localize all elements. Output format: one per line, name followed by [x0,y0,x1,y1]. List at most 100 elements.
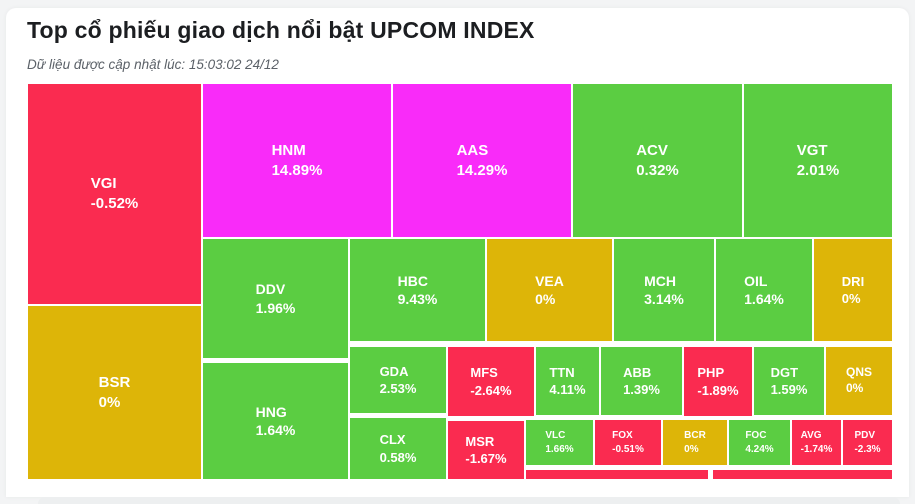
cell-label: VGT 2.01% [797,141,840,181]
cell-change-percent: 4.24% [745,443,774,455]
cell-label: AAS 14.29% [457,141,508,181]
treemap-cell-minor[interactable] [525,469,709,480]
cell-change-percent: 0% [535,291,556,307]
cell-ticker: DDV [255,281,286,298]
treemap-cell-hng[interactable]: HNG 1.64% [202,362,349,480]
cell-label: FOC 4.24% [745,429,773,455]
updated-timestamp: Dữ liệu được cập nhật lúc: 15:03:02 24/1… [27,57,279,72]
treemap-cell-dri[interactable]: DRI 0% [813,238,893,342]
cell-label: AVG -1.74% [801,429,833,455]
cell-change-percent: 4.11% [549,382,586,397]
cell-label: ABB 1.39% [623,364,660,398]
cell-ticker: BCR [684,430,706,442]
treemap-cell-hbc[interactable]: HBC 9.43% [349,238,486,342]
cell-label: CLX 0.58% [380,431,417,465]
treemap-cell-minor[interactable] [712,469,893,480]
cell-ticker: MFS [470,365,498,381]
cell-ticker: FOC [745,430,767,442]
cell-ticker: VGT [796,141,828,159]
cell-label: HNG 1.64% [256,403,296,440]
treemap-cell-acv[interactable]: ACV 0.32% [572,83,743,238]
treemap-cell-vlc[interactable]: VLC 1.66% [525,419,594,466]
treemap-chart: VGI -0.52% BSR 0% HNM 14.89% AAS 14.29% ACV 0.32%… [27,83,893,480]
treemap-cell-msr[interactable]: MSR -1.67% [447,420,525,480]
treemap-cell-mch[interactable]: MCH 3.14% [613,238,715,342]
cell-ticker: MSR [465,433,495,449]
treemap-cell-php[interactable]: PHP -1.89% [683,346,753,417]
treemap-cell-vgi[interactable]: VGI -0.52% [27,83,202,305]
cell-label: VGI -0.52% [91,174,139,214]
treemap-cell-oil[interactable]: OIL 1.64% [715,238,813,342]
treemap-cell-ttn[interactable]: TTN 4.11% [535,346,600,416]
treemap-cell-bsr[interactable]: BSR 0% [27,305,202,480]
treemap-card: Top cổ phiếu giao dịch nổi bật UPCOM IND… [6,8,909,497]
cell-ticker: PDV [854,430,875,442]
cell-ticker: DGT [770,364,799,380]
cell-label: BSR 0% [99,373,131,413]
cell-ticker: VEA [535,272,564,289]
treemap-cell-vea[interactable]: VEA 0% [486,238,613,342]
cell-ticker: ABB [623,364,652,380]
cell-change-percent: -0.52% [90,195,139,212]
cell-ticker: HNM [271,141,306,159]
cell-change-percent: 1.64% [744,291,784,307]
cell-change-percent: 14.29% [456,161,508,179]
treemap-cell-aas[interactable]: AAS 14.29% [392,83,572,238]
treemap-cell-gda[interactable]: GDA 2.53% [349,346,447,414]
cell-label: MCH 3.14% [644,272,684,309]
cell-change-percent: -1.74% [800,443,833,455]
cell-change-percent: 0% [845,381,864,395]
cell-label: HNM 14.89% [272,141,323,181]
treemap-cell-hnm[interactable]: HNM 14.89% [202,83,392,238]
cell-change-percent: -0.51% [612,443,644,455]
cell-label: MFS -2.64% [470,364,511,398]
cell-change-percent: 1.66% [545,443,574,455]
treemap-cell-vgt[interactable]: VGT 2.01% [743,83,893,238]
cell-change-percent: -2.3% [854,443,881,455]
cell-change-percent: 14.89% [271,161,323,179]
cell-label: FOX -0.51% [612,429,644,455]
treemap-cell-mfs[interactable]: MFS -2.64% [447,346,535,417]
treemap-cell-pdv[interactable]: PDV -2.3% [842,419,893,466]
treemap-cell-ddv[interactable]: DDV 1.96% [202,238,349,359]
treemap-cell-dgt[interactable]: DGT 1.59% [753,346,825,416]
cell-label: PDV -2.3% [854,429,880,455]
treemap-cell-foc[interactable]: FOC 4.24% [728,419,791,466]
cell-ticker: CLX [379,432,406,448]
cell-ticker: QNS [845,365,872,380]
cell-label: DDV 1.96% [256,280,296,317]
cell-label: VEA 0% [535,272,564,309]
cell-ticker: PHP [697,365,725,381]
treemap-cell-clx[interactable]: CLX 0.58% [349,417,447,480]
treemap-cell-fox[interactable]: FOX -0.51% [594,419,662,466]
treemap-cell-bcr[interactable]: BCR 0% [662,419,728,466]
cell-ticker: BSR [98,373,131,391]
treemap-cell-avg[interactable]: AVG -1.74% [791,419,842,466]
cell-change-percent: 0% [684,443,699,455]
cell-ticker: HBC [397,272,428,289]
cell-change-percent: -1.89% [697,382,739,398]
cell-change-percent: 1.39% [623,382,660,397]
cell-change-percent: -1.67% [465,451,507,466]
cell-ticker: MCH [644,272,677,289]
treemap-cell-abb[interactable]: ABB 1.39% [600,346,683,416]
next-section-edge [38,497,900,504]
cell-label: DRI 0% [842,273,864,307]
cell-change-percent: 1.64% [255,422,296,438]
cell-change-percent: 2.53% [379,381,417,396]
cell-ticker: OIL [744,272,768,289]
cell-change-percent: 2.01% [796,161,840,179]
cell-change-percent: -2.64% [470,382,512,398]
cell-label: GDA 2.53% [380,363,417,397]
treemap-cell-qns[interactable]: QNS 0% [825,346,893,416]
cell-ticker: ACV [636,141,668,159]
cell-ticker: VLC [545,430,566,442]
cell-label: TTN 4.11% [549,364,585,398]
cell-change-percent: 1.96% [255,299,296,316]
cell-ticker: FOX [612,430,633,442]
cell-label: MSR -1.67% [465,433,506,467]
cell-label: ACV 0.32% [636,141,679,181]
cell-ticker: DRI [841,273,865,289]
cell-label: BCR 0% [684,429,706,455]
